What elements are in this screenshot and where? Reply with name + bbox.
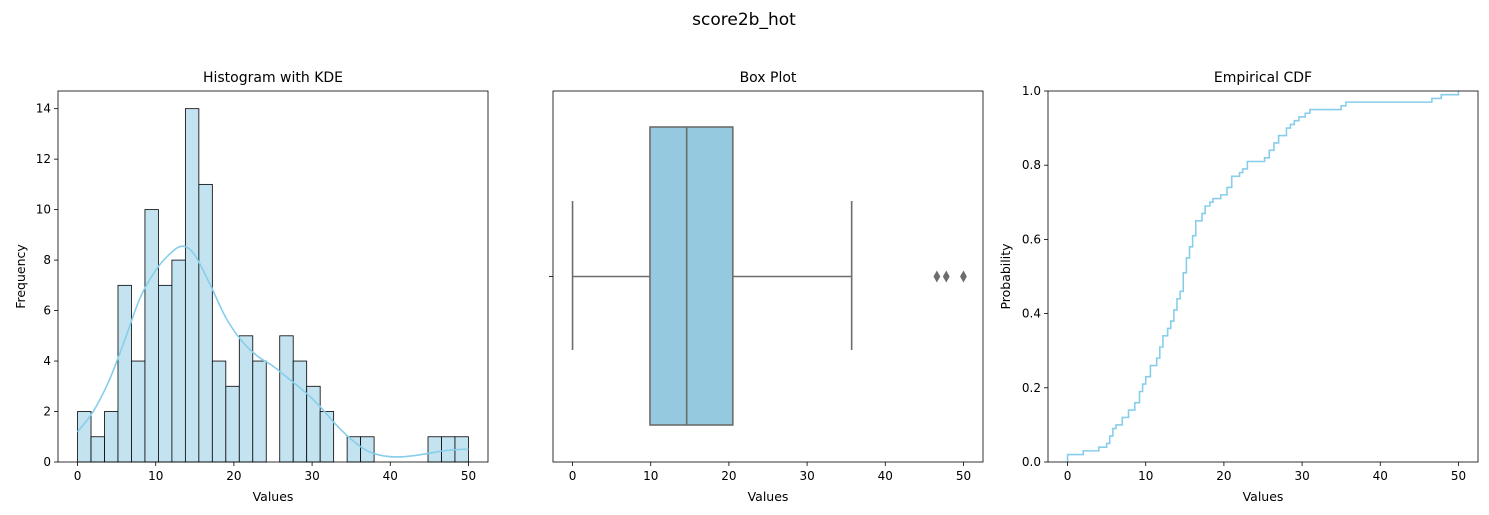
outlier-marker [933,270,941,283]
y-tick-label: 0.0 [1022,455,1041,469]
x-tick-label: 20 [226,469,241,483]
x-axis-label: Values [748,489,789,504]
panel-title: Empirical CDF [1214,70,1312,86]
x-tick-label: 50 [956,469,971,483]
y-tick-label: 2 [43,405,51,419]
histogram-bar [171,259,186,463]
x-tick-label: 20 [1216,469,1231,483]
y-tick-label: 12 [36,152,51,166]
x-tick-label: 40 [1373,469,1388,483]
axes-frame [552,90,984,463]
histogram-bar [252,360,267,463]
histogram-bar [158,284,173,463]
x-tick-label: 0 [74,469,82,483]
x-tick-label: 0 [1064,469,1072,483]
boxplot-panel: 0 10 20 30 40 50 Values Box Plot [549,70,984,504]
kde-curve [76,245,469,458]
histogram-bar [184,108,200,463]
histogram-bar [198,183,213,463]
y-tick-label: 0.4 [1022,307,1041,321]
x-axis-label: Values [1243,489,1284,504]
axes-frame [57,90,489,463]
outlier-marker [942,270,950,283]
histogram-bar [238,335,254,463]
outlier-marker [960,270,967,283]
x-tick-label: 30 [799,469,814,483]
histogram-bar [77,411,92,463]
iqr-box [649,126,734,426]
y-tick-label: 14 [36,102,51,116]
y-tick-label: 6 [43,304,51,318]
y-tick-label: 1.0 [1022,84,1041,98]
y-tick-label: 4 [43,354,51,368]
x-tick-label: 50 [461,469,476,483]
x-tick-label: 10 [643,469,658,483]
histogram-panel: 0 10 20 30 40 50 0 2 4 6 8 10 12 14 Values Frequency His… [13,70,489,504]
y-axis-label: Frequency [13,244,28,309]
histogram-bar [211,360,227,463]
x-tick-label: 40 [878,469,893,483]
figure-suptitle: score2b_hot [692,10,796,30]
histogram-bar [427,436,442,463]
histogram-bar [306,385,321,463]
panel-title: Box Plot [740,70,797,86]
x-tick-label: 10 [148,469,163,483]
histogram-bar [90,436,105,463]
histogram-bar [360,436,375,463]
histogram-bar [144,209,159,463]
histogram-bar [225,385,240,463]
x-axis-label: Values [253,489,294,504]
y-axis-label: Probability [998,243,1013,310]
histogram-bar [104,411,119,463]
y-tick-label: 0.6 [1022,232,1041,246]
histogram-bar [279,335,294,463]
y-tick-label: 8 [43,253,51,267]
x-tick-label: 50 [1451,469,1466,483]
histogram-bar [131,360,146,463]
y-tick-label: 0 [43,455,51,469]
x-tick-label: 10 [1138,469,1153,483]
ecdf-line [1066,91,1460,462]
ecdf-panel: 0 10 20 30 40 50 0.0 0.2 0.4 0.6 0.8 1.0 Values Proba… [998,70,1479,504]
x-tick-label: 30 [1294,469,1309,483]
histogram-bar [117,284,132,463]
panel-title: Histogram with KDE [203,70,343,86]
x-tick-label: 40 [383,469,398,483]
x-tick-label: 30 [304,469,319,483]
y-tick-label: 0.2 [1022,381,1041,395]
y-tick-label: 0.8 [1022,158,1041,172]
x-tick-label: 20 [721,469,736,483]
x-tick-label: 0 [569,469,577,483]
histogram-bar [292,360,308,463]
y-tick-label: 10 [36,203,51,217]
axes-frame [1047,90,1479,463]
